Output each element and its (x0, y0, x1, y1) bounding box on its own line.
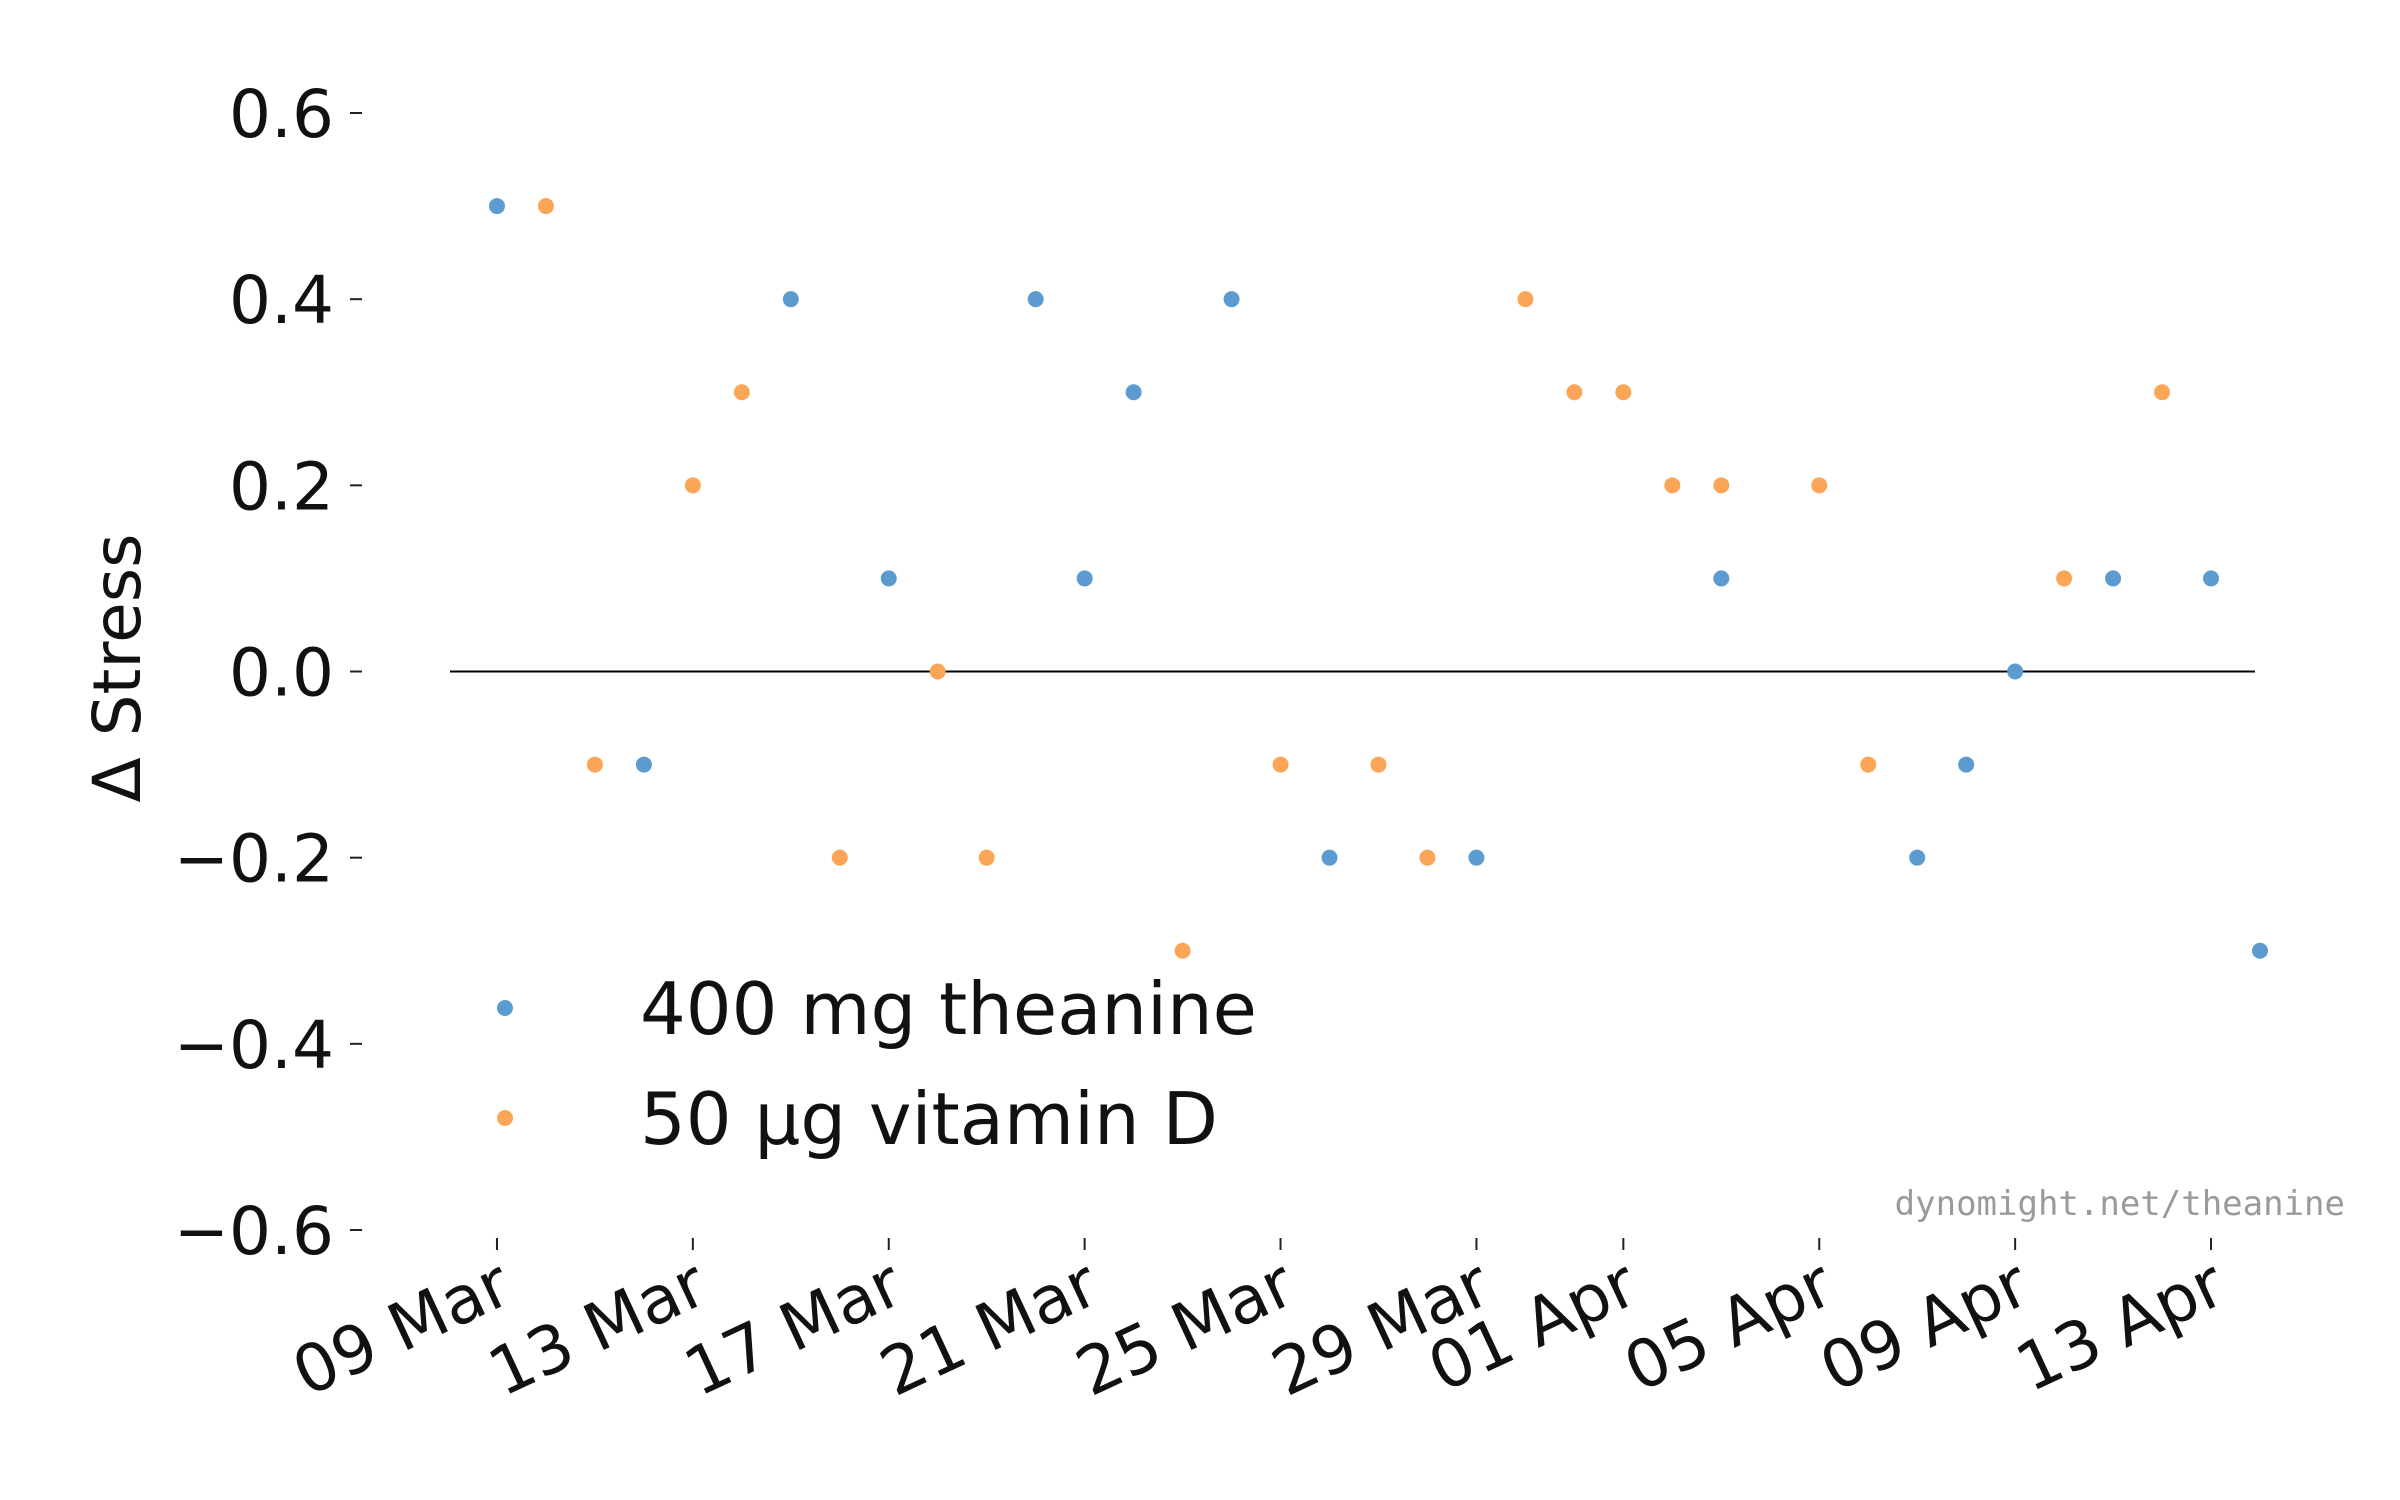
legend-marker (497, 1110, 513, 1126)
data-point (1223, 291, 1240, 308)
data-point (2203, 570, 2220, 587)
data-point (733, 384, 750, 401)
y-axis-label: Δ Stress (79, 534, 156, 803)
legend: 400 mg theanine 50 μg vitamin D (497, 967, 1257, 1161)
series-vitamin-d (537, 198, 2171, 959)
legend-label: 50 μg vitamin D (640, 1077, 1218, 1161)
data-point (1958, 756, 1975, 773)
y-tick-label: 0.0 (229, 635, 334, 712)
data-point (1517, 291, 1534, 308)
data-point (1860, 756, 1877, 773)
data-point (2154, 384, 2171, 401)
data-point (1370, 756, 1387, 773)
y-tick-label: −0.2 (174, 821, 334, 898)
data-point (1272, 756, 1289, 773)
data-point (684, 477, 701, 494)
data-point (488, 198, 505, 215)
x-tick-label: 17 Mar (673, 1244, 914, 1411)
data-points (488, 198, 2268, 959)
data-point (1909, 849, 1926, 866)
data-point (2056, 570, 2073, 587)
data-point (1811, 477, 1828, 494)
data-point (1321, 849, 1338, 866)
data-point (1027, 291, 1044, 308)
data-point (2105, 570, 2122, 587)
legend-marker (497, 1000, 513, 1016)
x-tick-label: 25 Mar (1065, 1244, 1306, 1411)
data-point (537, 198, 554, 215)
data-point (880, 570, 897, 587)
y-tick-label: 0.6 (229, 76, 334, 153)
data-point (1664, 477, 1681, 494)
x-tick-label: 13 Mar (477, 1244, 718, 1411)
x-tick-label: 05 Apr (1613, 1244, 1845, 1407)
data-point (1615, 384, 1632, 401)
data-point (2007, 663, 2024, 680)
x-tick-label: 13 Apr (2005, 1244, 2237, 1407)
series-theanine (488, 198, 2268, 959)
data-point (978, 849, 995, 866)
data-point (1076, 570, 1093, 587)
data-point (782, 291, 799, 308)
data-point (586, 756, 603, 773)
legend-label: 400 mg theanine (640, 967, 1257, 1051)
data-point (1713, 477, 1730, 494)
y-tick-label: 0.4 (229, 262, 334, 339)
y-tick-label: 0.2 (229, 448, 334, 525)
data-point (929, 663, 946, 680)
y-tick-label: −0.6 (174, 1193, 334, 1270)
data-point (1419, 849, 1436, 866)
data-point (1174, 942, 1191, 959)
data-point (2252, 942, 2268, 959)
data-point (1468, 849, 1485, 866)
watermark-text: dynomight.net/theanine (1895, 1184, 2345, 1224)
x-tick-label: 09 Apr (1809, 1244, 2041, 1407)
data-point (1713, 570, 1730, 587)
y-tick-label: −0.4 (174, 1007, 334, 1084)
data-point (831, 849, 848, 866)
data-point (1566, 384, 1583, 401)
data-point (1125, 384, 1142, 401)
data-point (635, 756, 652, 773)
x-tick-label: 21 Mar (869, 1244, 1110, 1411)
y-axis: 0.6 0.4 0.2 0.0 −0.2 −0.4 −0.6 (174, 76, 362, 1270)
